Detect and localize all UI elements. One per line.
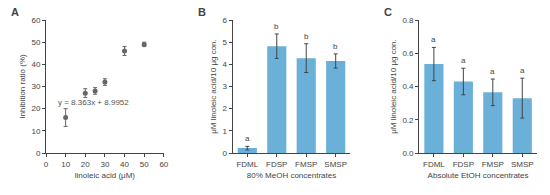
svg-text:20: 20 [31,104,40,113]
svg-text:50: 50 [140,160,149,169]
svg-text:2: 2 [223,104,228,113]
svg-text:80% MeOH concentrates: 80% MeOH concentrates [247,171,336,180]
svg-text:5: 5 [223,38,228,47]
svg-text:a: a [245,134,250,143]
svg-text:3: 3 [223,82,228,91]
svg-text:FDSP: FDSP [453,160,474,169]
svg-text:6: 6 [223,16,228,25]
svg-text:0: 0 [44,160,49,169]
svg-text:FMSP: FMSP [295,160,317,169]
svg-text:y = 8.363x + 8.9952: y = 8.363x + 8.9952 [58,98,129,107]
svg-text:0.4: 0.4 [402,82,414,91]
svg-text:20: 20 [81,160,90,169]
svg-text:FDSP: FDSP [266,160,287,169]
svg-text:40: 40 [31,60,40,69]
svg-text:10: 10 [31,127,40,136]
svg-text:Inhibition ratio (%): Inhibition ratio (%) [18,54,27,119]
svg-text:C: C [384,6,392,18]
svg-text:4: 4 [223,60,228,69]
svg-text:60: 60 [31,16,40,25]
svg-text:a: a [490,67,495,76]
svg-text:0.2: 0.2 [402,116,414,125]
svg-text:FMSP: FMSP [482,160,504,169]
svg-text:FDML: FDML [236,160,258,169]
svg-text:μM linoleic acid/10 μg con.: μM linoleic acid/10 μg con. [209,39,218,134]
svg-text:30: 30 [31,82,40,91]
svg-text:μM linoleic acid/10 μg con.: μM linoleic acid/10 μg con. [389,39,398,134]
svg-text:0: 0 [223,149,228,158]
svg-text:a: a [520,66,525,75]
svg-text:b: b [274,22,279,31]
svg-text:0.8: 0.8 [402,16,414,25]
svg-text:50: 50 [31,38,40,47]
svg-text:60: 60 [159,160,168,169]
svg-text:A: A [11,6,19,18]
svg-text:0: 0 [36,149,41,158]
svg-text:b: b [333,42,338,51]
svg-text:b: b [304,32,309,41]
svg-text:B: B [198,6,206,18]
svg-text:FDML: FDML [423,160,445,169]
svg-text:0.0: 0.0 [402,149,414,158]
svg-text:40: 40 [120,160,129,169]
svg-text:0.6: 0.6 [402,49,414,58]
svg-text:Absolute EtOH concentrates: Absolute EtOH concentrates [428,171,529,180]
svg-text:a: a [461,56,466,65]
svg-text:a: a [431,35,436,44]
svg-text:linoleic acid (μM): linoleic acid (μM) [75,171,136,180]
svg-text:30: 30 [100,160,109,169]
svg-text:SMSP: SMSP [511,160,534,169]
svg-text:10: 10 [61,160,70,169]
svg-text:SMSP: SMSP [324,160,347,169]
svg-text:1: 1 [223,127,228,136]
